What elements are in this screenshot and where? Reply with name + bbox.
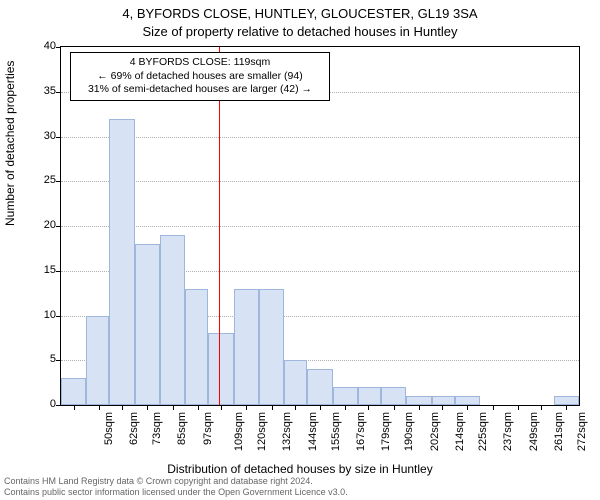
x-tick-label: 73sqm — [151, 412, 163, 445]
y-tick-mark — [56, 271, 61, 272]
y-tick-label: 15 — [26, 264, 56, 276]
x-tick-label: 237sqm — [503, 412, 515, 451]
x-tick-mark — [320, 405, 321, 410]
x-tick-mark — [345, 405, 346, 410]
y-tick-label: 25 — [26, 174, 56, 186]
histogram-bar — [381, 387, 406, 405]
x-tick-mark — [295, 405, 296, 410]
x-tick-mark — [198, 405, 199, 410]
x-tick-label: 214sqm — [454, 412, 466, 451]
histogram-bar — [185, 289, 208, 405]
x-tick-mark — [541, 405, 542, 410]
x-tick-label: 62sqm — [128, 412, 140, 445]
chart-title-sub: Size of property relative to detached ho… — [0, 24, 600, 39]
histogram-bar — [109, 119, 134, 405]
property-size-chart: 4, BYFORDS CLOSE, HUNTLEY, GLOUCESTER, G… — [0, 0, 600, 500]
histogram-bar — [234, 289, 259, 405]
x-axis-label: Distribution of detached houses by size … — [0, 462, 600, 476]
histogram-bar — [455, 396, 480, 405]
y-tick-mark — [56, 92, 61, 93]
footer-line-1: Contains HM Land Registry data © Crown c… — [4, 476, 596, 487]
y-axis-label: Number of detached properties — [3, 61, 17, 226]
histogram-bar — [160, 235, 185, 405]
annotation-line: 4 BYFORDS CLOSE: 119sqm — [77, 56, 323, 70]
y-tick-label: 10 — [26, 309, 56, 321]
annotation-line: 31% of semi-detached houses are larger (… — [77, 83, 323, 97]
y-tick-mark — [56, 137, 61, 138]
x-tick-mark — [518, 405, 519, 410]
x-tick-label: 97sqm — [202, 412, 214, 445]
footer-line-2: Contains public sector information licen… — [4, 487, 596, 498]
histogram-bar — [208, 333, 233, 405]
histogram-bar — [284, 360, 307, 405]
y-tick-mark — [56, 226, 61, 227]
x-tick-label: 167sqm — [355, 412, 367, 451]
x-tick-mark — [173, 405, 174, 410]
annotation-box: 4 BYFORDS CLOSE: 119sqm← 69% of detached… — [70, 52, 330, 101]
x-tick-label: 144sqm — [307, 412, 319, 451]
y-tick-label: 5 — [26, 353, 56, 365]
x-tick-label: 261sqm — [553, 412, 565, 451]
chart-footer: Contains HM Land Registry data © Crown c… — [4, 476, 596, 498]
x-tick-mark — [99, 405, 100, 410]
x-tick-mark — [122, 405, 123, 410]
y-tick-mark — [56, 360, 61, 361]
x-tick-label: 190sqm — [404, 412, 416, 451]
histogram-bar — [358, 387, 381, 405]
x-tick-mark — [74, 405, 75, 410]
x-tick-mark — [272, 405, 273, 410]
x-tick-mark — [467, 405, 468, 410]
x-tick-mark — [246, 405, 247, 410]
y-tick-label: 40 — [26, 40, 56, 52]
y-tick-label: 20 — [26, 219, 56, 231]
annotation-line: ← 69% of detached houses are smaller (94… — [77, 70, 323, 84]
x-tick-mark — [221, 405, 222, 410]
x-tick-mark — [147, 405, 148, 410]
grid-line — [61, 226, 579, 227]
y-tick-label: 30 — [26, 130, 56, 142]
x-tick-mark — [419, 405, 420, 410]
x-tick-label: 132sqm — [281, 412, 293, 451]
x-tick-mark — [368, 405, 369, 410]
histogram-bar — [432, 396, 455, 405]
y-tick-mark — [56, 316, 61, 317]
histogram-bar — [135, 244, 160, 405]
x-tick-label: 155sqm — [330, 412, 342, 451]
grid-line — [61, 181, 579, 182]
y-tick-mark — [56, 47, 61, 48]
y-tick-mark — [56, 181, 61, 182]
x-tick-mark — [442, 405, 443, 410]
y-tick-mark — [56, 405, 61, 406]
x-tick-label: 202sqm — [429, 412, 441, 451]
x-tick-mark — [493, 405, 494, 410]
histogram-bar — [61, 378, 86, 405]
histogram-bar — [307, 369, 332, 405]
histogram-bar — [259, 289, 284, 405]
histogram-bar — [86, 316, 109, 406]
histogram-bar — [554, 396, 579, 405]
histogram-bar — [406, 396, 431, 405]
x-tick-label: 85sqm — [176, 412, 188, 445]
x-tick-mark — [394, 405, 395, 410]
x-tick-label: 272sqm — [576, 412, 588, 451]
grid-line — [61, 137, 579, 138]
x-tick-label: 50sqm — [103, 412, 115, 445]
histogram-bar — [333, 387, 358, 405]
x-tick-label: 120sqm — [256, 412, 268, 451]
x-tick-label: 249sqm — [528, 412, 540, 451]
x-tick-label: 225sqm — [477, 412, 489, 451]
chart-title-main: 4, BYFORDS CLOSE, HUNTLEY, GLOUCESTER, G… — [0, 6, 600, 21]
x-tick-label: 179sqm — [380, 412, 392, 451]
x-tick-label: 109sqm — [233, 412, 245, 451]
y-tick-label: 0 — [26, 398, 56, 410]
x-tick-mark — [566, 405, 567, 410]
y-tick-label: 35 — [26, 85, 56, 97]
